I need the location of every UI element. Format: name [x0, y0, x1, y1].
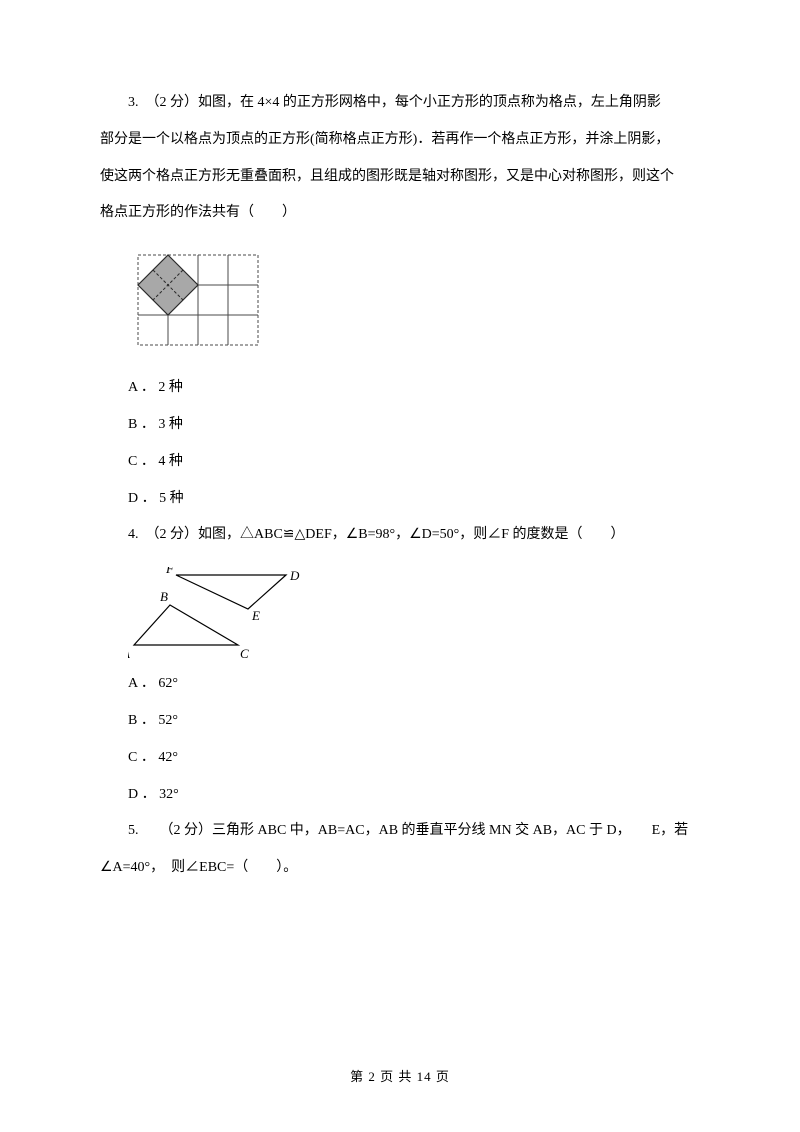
- q5-line1: 5. （2 分）三角形 ABC 中，AB=AC，AB 的垂直平分线 MN 交 A…: [100, 816, 700, 847]
- svg-text:F: F: [165, 567, 175, 576]
- q4-option-c: C ． 42°: [100, 743, 700, 774]
- q3-figure: [128, 245, 700, 363]
- q4-text: 4. （2 分）如图，△ABC≌△DEF，∠B=98°，∠D=50°，则∠F 的…: [100, 520, 700, 551]
- svg-text:E: E: [251, 608, 260, 623]
- q3-line1: 3. （2 分）如图，在 4×4 的正方形网格中，每个小正方形的顶点称为格点，左…: [100, 88, 700, 119]
- q4-option-d: D ． 32°: [100, 780, 700, 811]
- q3-line4: 格点正方形的作法共有（ ）: [100, 198, 700, 229]
- q3-line2: 部分是一个以格点为顶点的正方形(简称格点正方形)．若再作一个格点正方形，并涂上阴…: [100, 125, 700, 156]
- q5-line2: ∠A=40°， 则∠EBC=（ ）。: [100, 853, 700, 884]
- svg-text:D: D: [289, 568, 300, 583]
- q4-option-b: B ． 52°: [100, 706, 700, 737]
- q3-option-c: C ． 4 种: [100, 447, 700, 478]
- q3-line3: 使这两个格点正方形无重叠面积，且组成的图形既是轴对称图形，又是中心对称图形，则这…: [100, 162, 700, 193]
- q4-figure: A B C E F D: [128, 567, 700, 659]
- q3-option-b: B ． 3 种: [100, 410, 700, 441]
- svg-text:A: A: [128, 646, 130, 659]
- q4-option-a: A ． 62°: [100, 669, 700, 700]
- q3-option-a: A ． 2 种: [100, 373, 700, 404]
- page-footer: 第 2 页 共 14 页: [0, 1063, 800, 1092]
- svg-text:C: C: [240, 646, 249, 659]
- svg-text:B: B: [160, 589, 168, 604]
- q3-option-d: D ． 5 种: [100, 484, 700, 515]
